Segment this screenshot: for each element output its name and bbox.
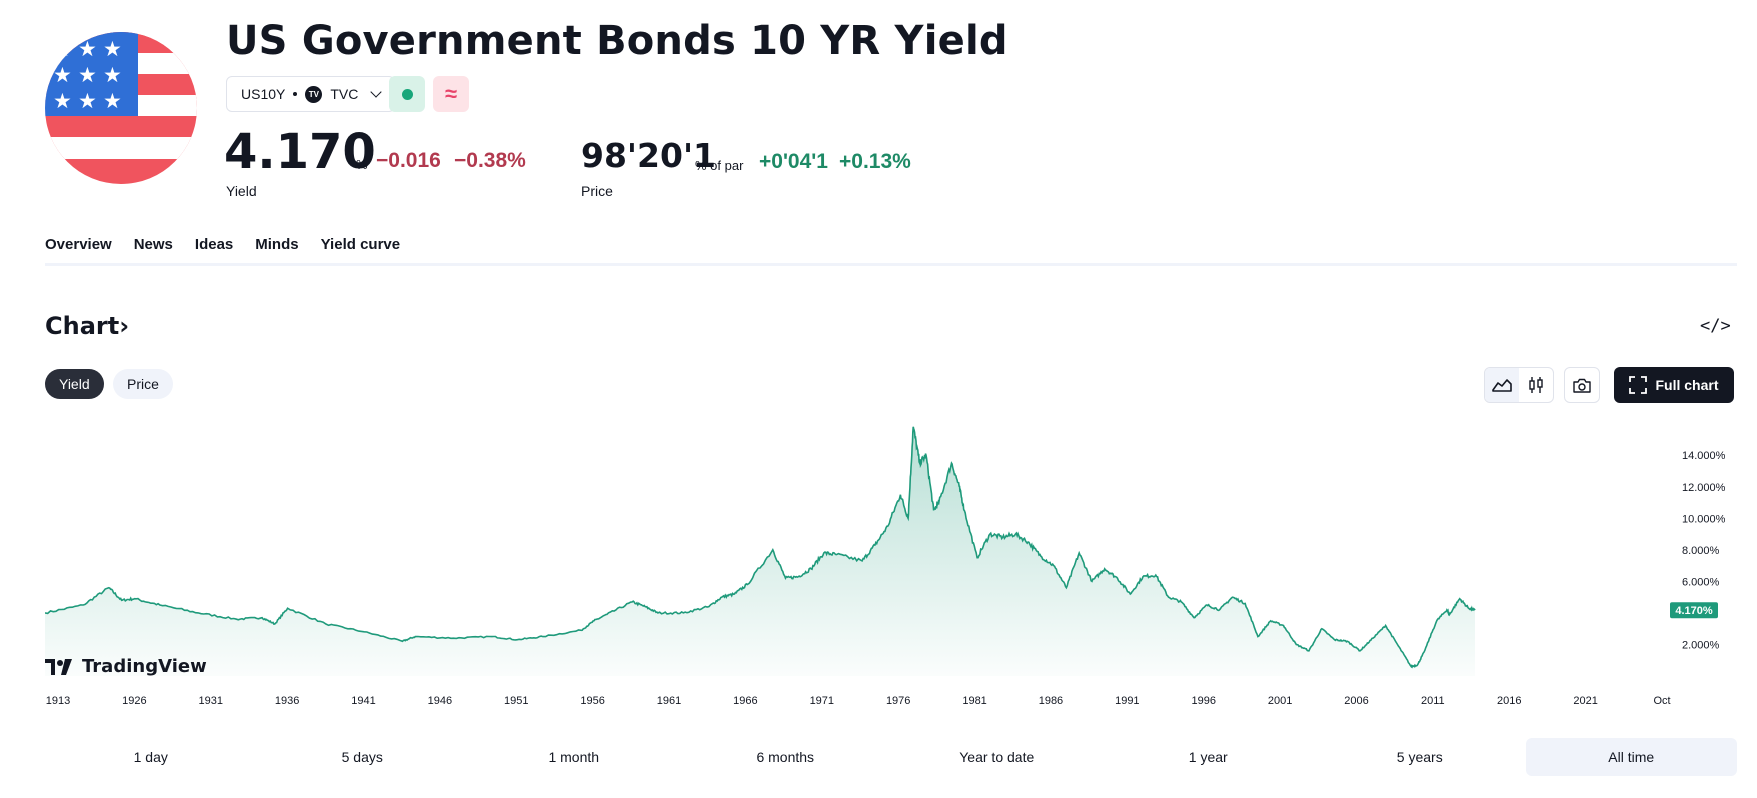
page-tabs: Overview News Ideas Minds Yield curve — [45, 236, 400, 266]
y-tick-label: 10.000% — [1682, 513, 1726, 525]
yield-area-fill — [45, 426, 1475, 676]
price-value: 98'20'1 — [581, 136, 717, 175]
x-tick-label: 2011 — [1421, 695, 1445, 707]
x-tick-label: 2021 — [1573, 695, 1597, 707]
svg-text:★: ★ — [103, 89, 122, 113]
yield-change-percent: −0.38% — [454, 149, 526, 172]
delayed-data-icon: ≈ — [444, 81, 458, 106]
price-label: Price — [581, 183, 613, 199]
range-1-day[interactable]: 1 day — [133, 749, 168, 765]
watermark-text: TradingView — [82, 656, 207, 677]
tab-ideas[interactable]: Ideas — [194, 236, 234, 253]
tradingview-watermark: TradingView — [45, 656, 207, 677]
tab-news[interactable]: News — [133, 236, 173, 253]
y-tick-label: 14.000% — [1682, 450, 1726, 462]
x-tick-label: 2001 — [1268, 695, 1292, 707]
tabs-divider — [45, 263, 1737, 266]
y-tick-label: 6.000% — [1682, 576, 1720, 588]
x-tick-label: 1996 — [1191, 695, 1215, 707]
x-tick-label: 1986 — [1039, 695, 1063, 707]
x-tick-label: Oct — [1653, 695, 1670, 707]
price-toggle[interactable]: Price — [113, 369, 173, 399]
x-tick-label: 1946 — [428, 695, 452, 707]
area-chart-icon — [1492, 379, 1512, 392]
price-unit: % of par — [695, 158, 744, 173]
chevron-down-icon — [370, 86, 383, 98]
last-value-badge — [1670, 602, 1718, 619]
svg-text:★: ★ — [103, 63, 122, 87]
x-tick-label: 1971 — [810, 695, 834, 707]
chart-heading-text: Chart — [45, 312, 120, 340]
x-tick-label: 1966 — [733, 695, 757, 707]
exchange-name: TVC — [330, 86, 359, 102]
x-tick-label: 1976 — [886, 695, 910, 707]
expand-icon — [1629, 376, 1648, 394]
market-open-status-button[interactable] — [389, 76, 425, 112]
x-tick-label: 2016 — [1497, 695, 1521, 707]
tab-minds[interactable]: Minds — [255, 236, 299, 253]
x-tick-label: 1926 — [122, 695, 146, 707]
range-6-months[interactable]: 6 months — [756, 749, 815, 765]
x-tick-label: 1931 — [199, 695, 223, 707]
candle-chart-style-button[interactable] — [1519, 368, 1553, 402]
range-1-year[interactable]: 1 year — [1188, 749, 1228, 765]
camera-icon — [1573, 378, 1591, 393]
svg-text:★: ★ — [78, 89, 97, 113]
price-change: +0'04'1 — [759, 150, 828, 173]
price-change-percent: +0.13% — [839, 150, 911, 173]
y-tick-label: 12.000% — [1682, 482, 1726, 494]
y-tick-label: 2.000% — [1682, 639, 1720, 651]
symbol-selector[interactable]: US10Y TV TVC — [226, 76, 396, 112]
x-tick-label: 1913 — [46, 695, 70, 707]
svg-text:★: ★ — [53, 37, 72, 61]
range-year-to-date[interactable]: Year to date — [959, 749, 1035, 765]
y-tick-label: 8.000% — [1682, 545, 1720, 557]
candlestick-icon — [1529, 377, 1543, 393]
x-tick-label: 1951 — [504, 695, 528, 707]
x-tick-label: 1961 — [657, 695, 681, 707]
symbol-ticker: US10Y — [241, 86, 286, 102]
yield-history-chart[interactable]: 14.000% 12.000% 10.000% 8.000% 6.000% 2.000% 4… — [45, 420, 1737, 720]
x-tick-label: 1981 — [962, 695, 986, 707]
svg-text:★: ★ — [78, 37, 97, 61]
chevron-right-icon: › — [119, 312, 130, 340]
embed-code-button[interactable]: </> — [1700, 316, 1731, 336]
market-open-dot-icon — [401, 88, 413, 100]
yield-series-line — [45, 426, 1476, 669]
yield-toggle[interactable]: Yield — [45, 369, 104, 399]
x-tick-label: 1956 — [580, 695, 604, 707]
snapshot-button[interactable] — [1564, 367, 1600, 403]
country-flag-logo: ★ ★ ★ ★ ★ ★ ★ ★ ★ — [45, 32, 197, 184]
range-5-years[interactable]: 5 years — [1396, 749, 1443, 765]
full-chart-button[interactable]: Full chart — [1614, 367, 1734, 403]
svg-text:★: ★ — [78, 63, 97, 87]
chart-section-link[interactable]: Chart› — [45, 312, 129, 340]
range-selector: 1 day 5 days 1 month 6 months Year to da… — [45, 738, 1737, 776]
yield-unit: % — [356, 157, 368, 172]
tab-overview[interactable]: Overview — [45, 236, 112, 266]
svg-text:★: ★ — [53, 89, 72, 113]
page-title: US Government Bonds 10 YR Yield — [226, 18, 1008, 64]
yield-value: 4.170 — [224, 124, 376, 180]
range-1-month[interactable]: 1 month — [548, 749, 600, 765]
delayed-data-button[interactable]: ≈ — [433, 76, 469, 112]
x-tick-label: 1991 — [1115, 695, 1139, 707]
tradingview-logo-icon — [45, 658, 72, 675]
x-tick-label: 1936 — [275, 695, 299, 707]
svg-text:★: ★ — [53, 63, 72, 87]
range-all-time[interactable]: All time — [1525, 738, 1737, 776]
separator-dot — [293, 92, 298, 96]
tab-yield-curve[interactable]: Yield curve — [320, 236, 401, 253]
chart-style-group — [1484, 367, 1554, 403]
area-chart-style-button[interactable] — [1485, 368, 1519, 402]
last-value-label: 4.170% — [1675, 605, 1713, 617]
range-5-days[interactable]: 5 days — [341, 749, 383, 765]
svg-text:★: ★ — [103, 37, 122, 61]
x-tick-label: 1941 — [351, 695, 375, 707]
yield-change: −0.016 — [376, 149, 441, 172]
yield-label: Yield — [226, 183, 257, 199]
x-tick-label: 2006 — [1344, 695, 1368, 707]
exchange-logo-icon: TV — [305, 85, 323, 103]
full-chart-label: Full chart — [1655, 377, 1719, 393]
